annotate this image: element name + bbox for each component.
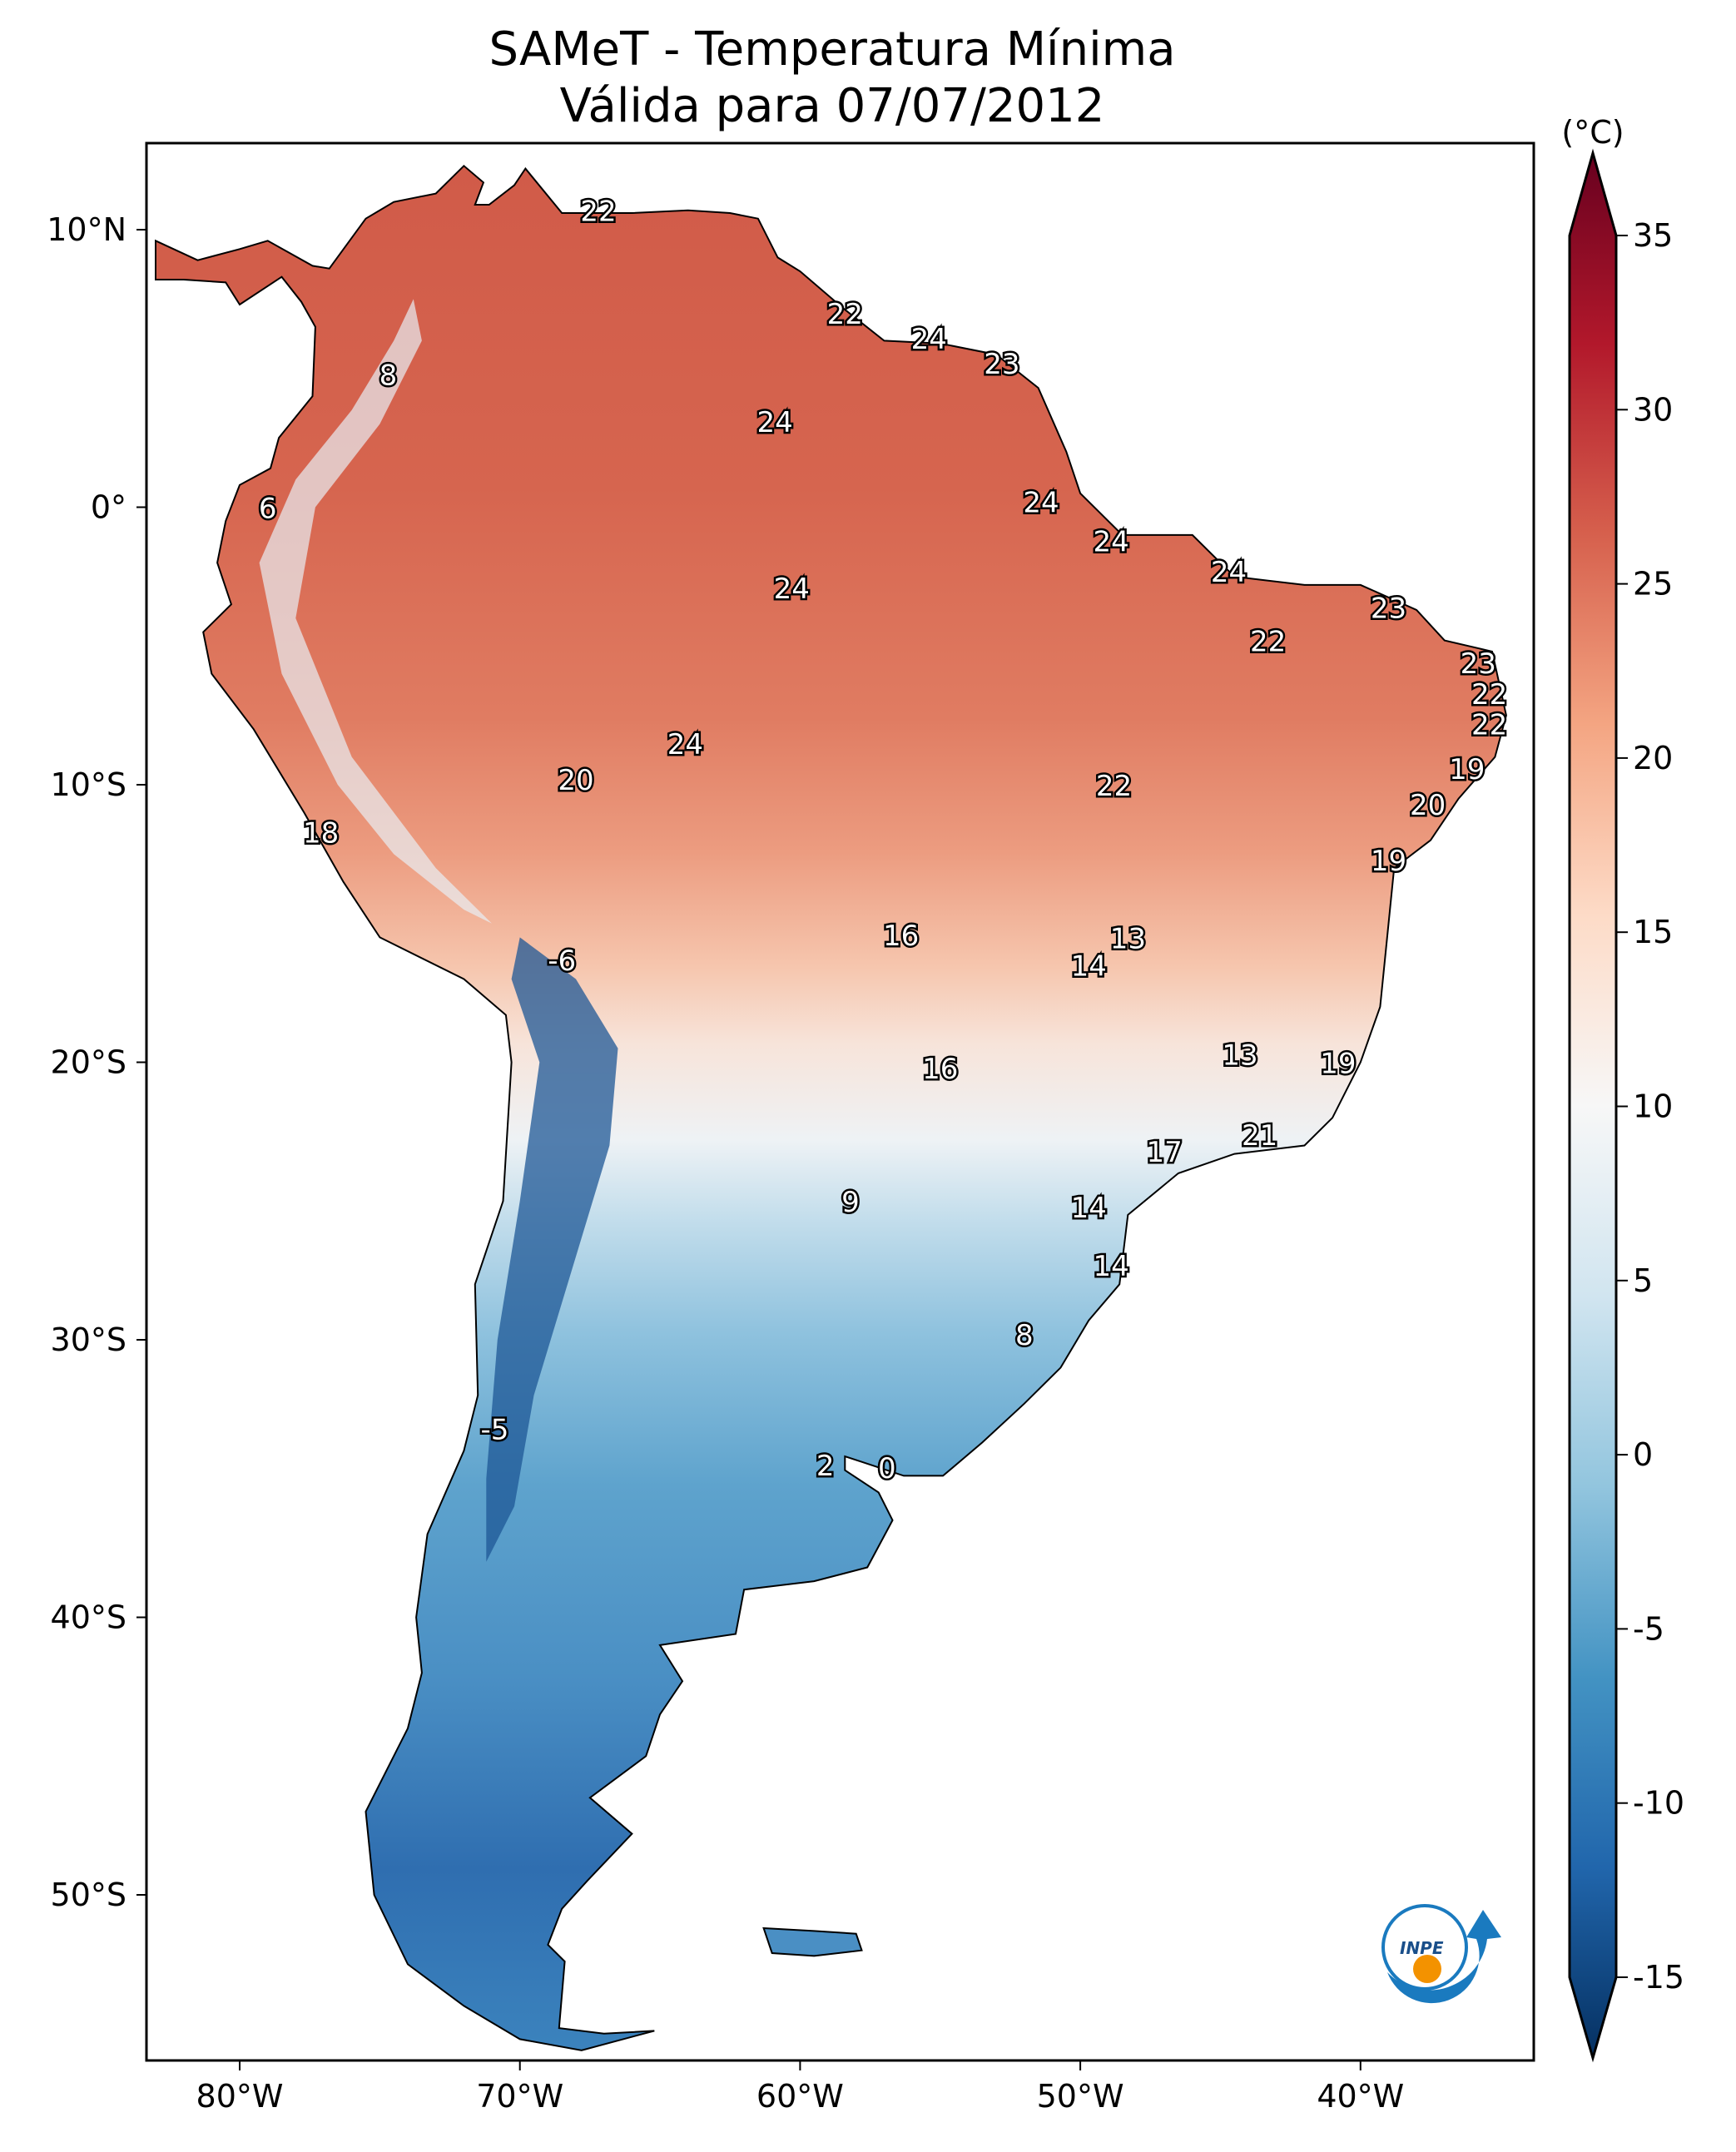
title-line-2: Válida para 07/07/2012 (560, 79, 1105, 133)
station-label: 8 (379, 359, 398, 392)
y-tick-label: 40°S (51, 1599, 126, 1636)
station-label: 22 (827, 298, 863, 331)
south-america-temperature-field (155, 164, 1507, 2051)
station-label: 0 (878, 1452, 896, 1485)
colorbar-tick-label: 15 (1633, 914, 1673, 950)
colorbar-tick-label: 0 (1633, 1436, 1653, 1473)
colorbar-tick-label: -10 (1633, 1785, 1684, 1822)
map-frame (145, 141, 1535, 2062)
station-label: 14 (1094, 1250, 1129, 1283)
colorbar-tick-label: 25 (1633, 566, 1673, 602)
y-tick-label: 20°S (51, 1044, 126, 1081)
station-label: 8 (1015, 1319, 1034, 1352)
station-label: 24 (1211, 556, 1247, 589)
y-tick-label: 10°N (47, 211, 126, 248)
station-label: 23 (984, 348, 1019, 381)
station-label: 20 (1410, 789, 1446, 822)
station-label: 18 (303, 817, 339, 850)
y-tick-label: 10°S (51, 766, 126, 803)
station-label: 9 (841, 1186, 860, 1219)
station-label: 2 (816, 1450, 835, 1483)
y-tick-label: 30°S (51, 1321, 126, 1358)
x-tick-label: 70°W (476, 2078, 563, 2115)
andes-cold-band (486, 937, 618, 1562)
colorbar-tick-label: 5 (1633, 1262, 1653, 1299)
station-label: -6 (548, 945, 576, 978)
y-tick-label: 50°S (51, 1877, 126, 1913)
logo-arrow-icon (1387, 1910, 1501, 2004)
axis-ticks: 80°W 70°W 60°W 50°W 40°W 10°N 0° 10°S 20°S 30°S 40… (47, 211, 1404, 2115)
station-label: 14 (1071, 950, 1107, 984)
station-label: 21 (1242, 1119, 1277, 1153)
station-label: 17 (1146, 1136, 1182, 1169)
colorbar-tick-label: -5 (1633, 1610, 1664, 1647)
station-label: 22 (1471, 708, 1507, 741)
station-label: 24 (756, 406, 792, 439)
station-label: 24 (1094, 525, 1129, 558)
colorbar: (°C) 35 30 25 20 15 10 5 0 -5 -10 -15 (1561, 114, 1684, 2063)
station-label: 16 (883, 920, 919, 953)
northern-andes-cool-band (259, 299, 492, 924)
y-tick-label: 0° (91, 489, 126, 526)
station-label: 19 (1449, 753, 1485, 786)
falkland-islands (762, 1926, 863, 1957)
logo-orange-dot (1413, 1955, 1441, 1983)
station-label: 13 (1222, 1039, 1257, 1072)
colorbar-tick-label: 20 (1633, 740, 1673, 776)
station-label: 22 (1250, 625, 1286, 658)
station-label: 16 (922, 1053, 958, 1086)
station-label: 24 (1023, 487, 1059, 520)
station-label: -5 (480, 1414, 508, 1447)
x-tick-label: 50°W (1037, 2078, 1124, 2115)
colorbar-tick-label: 35 (1633, 217, 1673, 254)
station-label: 19 (1320, 1047, 1356, 1080)
title-line-1: SAMeT - Temperatura Mínima (489, 22, 1175, 77)
station-label: 13 (1110, 922, 1146, 955)
logo-ring (1381, 1904, 1468, 1991)
colorbar-units-label: (°C) (1561, 114, 1624, 151)
station-label: 20 (558, 764, 593, 797)
station-label: 14 (1071, 1192, 1107, 1225)
x-tick-label: 80°W (196, 2078, 284, 2115)
station-label: 24 (911, 323, 947, 356)
station-label: 6 (259, 492, 277, 525)
station-label: 23 (1461, 647, 1496, 681)
colorbar-tick-label: -15 (1633, 1959, 1684, 1996)
logo-text: INPE (1400, 1938, 1444, 1958)
x-tick-label: 60°W (756, 2078, 844, 2115)
inpe-logo: INPE (1381, 1904, 1501, 2004)
station-label: 23 (1371, 592, 1406, 625)
station-label: 24 (774, 573, 810, 606)
colorbar-gradient (1568, 148, 1618, 2063)
colorbar-tick-label: 30 (1633, 391, 1673, 428)
x-tick-label: 40°W (1317, 2078, 1404, 2115)
station-label: 22 (1096, 770, 1132, 803)
station-label: 22 (1471, 678, 1507, 712)
station-label: 24 (667, 728, 703, 761)
colorbar-ticks: 35 30 25 20 15 10 5 0 -5 -10 -15 (1616, 217, 1684, 1996)
colorbar-tick-label: 10 (1633, 1088, 1673, 1125)
station-label: 19 (1371, 845, 1406, 878)
station-label: 22 (580, 195, 616, 228)
